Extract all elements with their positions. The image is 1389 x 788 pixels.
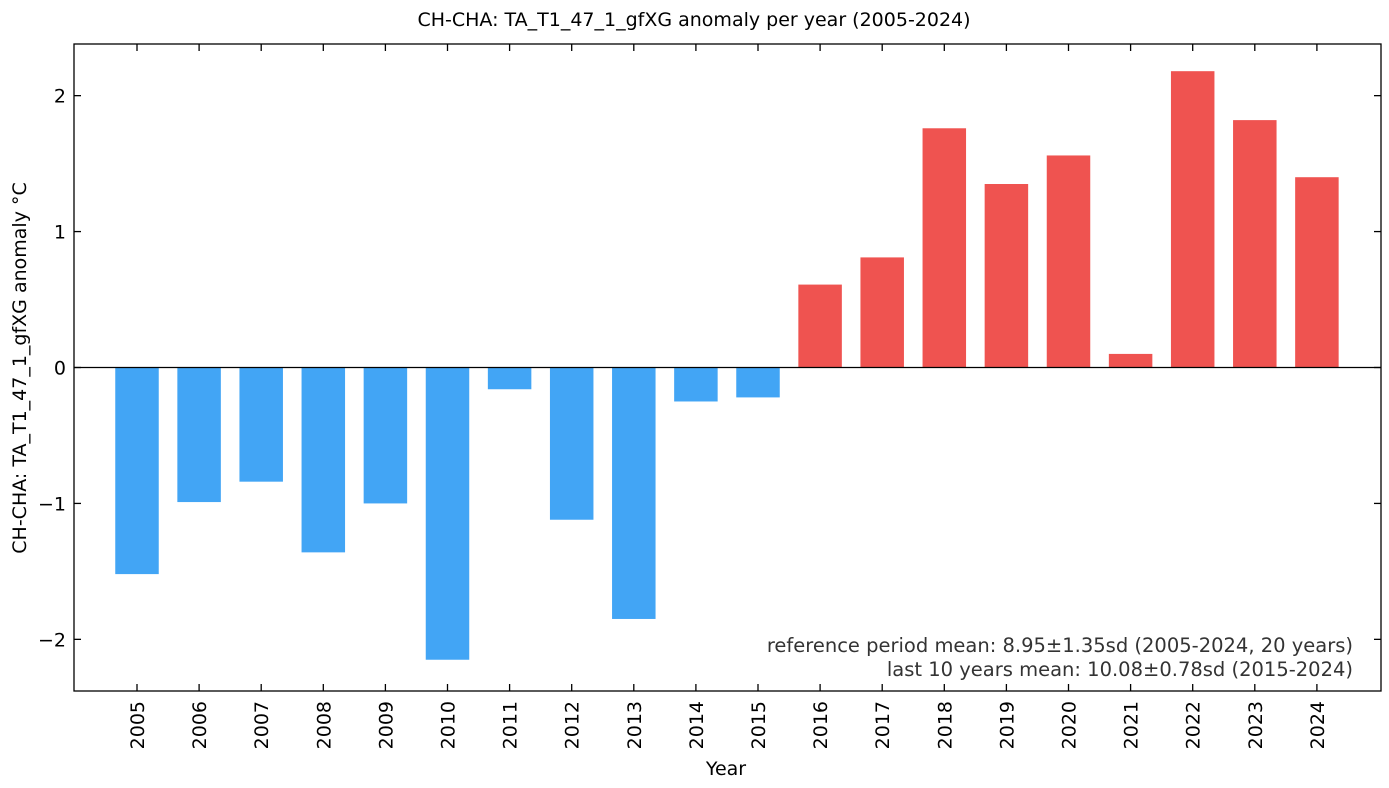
bar-2009 (363, 367, 408, 504)
bar-2006 (177, 367, 221, 503)
bar-2011 (487, 367, 532, 390)
x-tick-label: 2008 (313, 701, 335, 749)
x-tick-label: 2018 (934, 701, 956, 749)
bar-2014 (674, 367, 718, 402)
bar-2007 (239, 367, 283, 482)
bar-2023 (1233, 120, 1277, 368)
x-tick-label: 2021 (1121, 701, 1143, 749)
chart-title: CH-CHA: TA_T1_47_1_gfXG anomaly per year… (417, 9, 970, 31)
reference-period-note: reference period mean: 8.95±1.35sd (2005… (767, 634, 1353, 657)
x-tick-label: 2019 (996, 701, 1018, 749)
y-tick-label: −2 (38, 629, 66, 651)
x-tick-label: 2011 (500, 701, 522, 749)
bar-2013 (612, 367, 656, 619)
x-axis-title: Year (705, 758, 746, 780)
bar-2021 (1108, 353, 1153, 368)
x-tick-label: 2010 (438, 701, 460, 749)
y-tick-label: 1 (54, 222, 66, 244)
bar-2018 (922, 128, 967, 368)
x-tick-label: 2009 (375, 701, 397, 749)
y-tick-label: 0 (54, 358, 66, 380)
x-tick-label: 2012 (562, 701, 584, 749)
bar-2008 (301, 367, 346, 553)
bar-2012 (549, 367, 594, 520)
x-tick-label: 2014 (686, 701, 708, 749)
bar-2010 (425, 367, 470, 660)
x-tick-label: 2023 (1245, 701, 1267, 749)
x-tick-label: 2024 (1307, 701, 1329, 749)
bar-2024 (1295, 177, 1339, 368)
last-10-years-note: last 10 years mean: 10.08±0.78sd (2015-2… (887, 658, 1353, 681)
y-tick-label: −1 (38, 493, 66, 515)
bar-2022 (1170, 71, 1215, 368)
bars-group (115, 71, 1339, 660)
x-tick-label: 2017 (872, 701, 894, 749)
x-tick-label: 2022 (1183, 701, 1205, 749)
x-tick-label: 2016 (810, 701, 832, 749)
y-axis-ticks: −2 −1 0 1 2 (38, 86, 1381, 651)
x-tick-label: 2015 (748, 701, 770, 749)
bar-2005 (115, 367, 159, 575)
x-axis-ticks: 2005 2006 2007 2008 2009 2010 2011 2012 2013 2014… (127, 44, 1329, 749)
bar-2017 (860, 257, 904, 368)
x-tick-label: 2007 (251, 701, 273, 749)
x-tick-label: 2020 (1059, 701, 1081, 749)
x-tick-label: 2005 (127, 701, 149, 749)
x-tick-label: 2013 (624, 701, 646, 749)
bar-2020 (1046, 155, 1091, 368)
bar-2016 (798, 284, 842, 368)
x-tick-label: 2006 (189, 701, 211, 749)
bar-2019 (984, 184, 1029, 368)
bar-2015 (736, 367, 780, 398)
y-tick-label: 2 (54, 86, 66, 108)
y-axis-title: CH-CHA: TA_T1_47_1_gfXG anomaly °C (9, 182, 31, 553)
